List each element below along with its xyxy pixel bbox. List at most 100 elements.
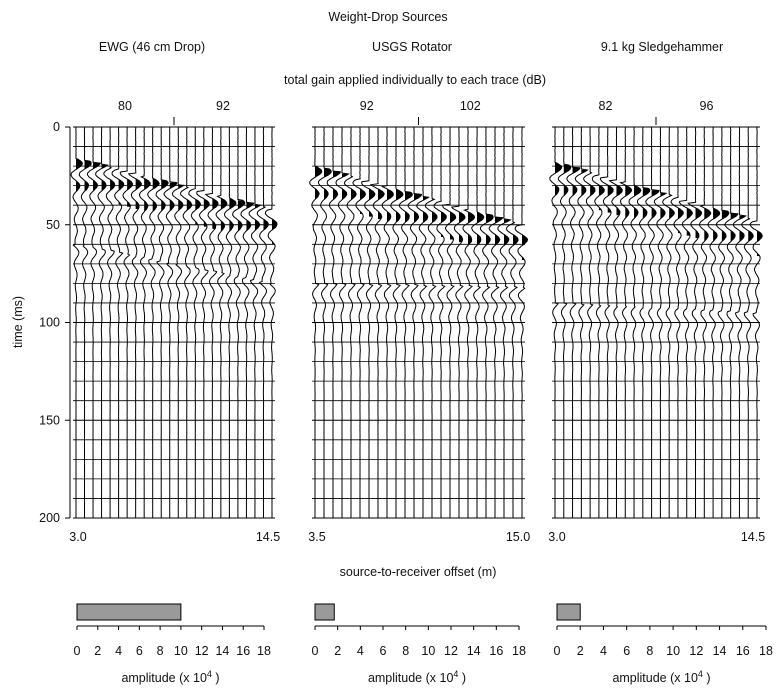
- trace-fill: [254, 204, 262, 240]
- amplitude-tick-label: 14: [713, 644, 727, 658]
- seismic-trace: [471, 126, 485, 519]
- amplitude-bar-chart-3: amplitude (x 104 ): [556, 603, 767, 685]
- seismic-trace: [488, 126, 504, 519]
- seismic-trace: [662, 126, 675, 519]
- panel-3-title: 9.1 kg Sledgehammer: [600, 40, 724, 54]
- seismic-trace: [645, 126, 660, 519]
- seismic-trace: [506, 126, 519, 519]
- offset-tick-label-near: 3.0: [69, 530, 86, 544]
- trace-fill: [739, 215, 746, 251]
- offset-tick-label-far: 14.5: [741, 530, 765, 544]
- trace-fill: [212, 193, 219, 229]
- seismic-trace: [707, 126, 721, 519]
- trace-fill: [396, 189, 403, 225]
- gain-label-near: 92: [360, 99, 374, 113]
- amplitude-tick-label: 4: [357, 644, 364, 658]
- trace-fill: [144, 175, 151, 212]
- seismic-trace: [127, 126, 142, 519]
- amplitude-tick-label: 18: [512, 644, 526, 658]
- offset-tick-label-far: 14.5: [256, 530, 280, 544]
- trace-fill: [423, 196, 430, 232]
- trace-fill: [642, 187, 650, 223]
- trace-fill: [432, 199, 438, 235]
- seismic-trace: [724, 126, 739, 519]
- seismic-trace: [479, 126, 494, 519]
- amplitude-tick-label: 12: [689, 644, 703, 658]
- seismic-trace: [732, 126, 748, 519]
- trace-fill: [555, 162, 562, 198]
- seismic-trace: [256, 126, 269, 519]
- seismic-trace: [111, 126, 125, 519]
- gain-label-near: 82: [599, 99, 613, 113]
- amplitude-tick-label: 16: [736, 644, 750, 658]
- trace-fill: [572, 167, 580, 203]
- seismic-trace: [628, 126, 642, 519]
- seismic-trace: [687, 126, 703, 519]
- seismic-trace: [441, 126, 457, 519]
- seismic-trace: [147, 126, 160, 519]
- seismic-trace: [514, 126, 529, 519]
- seismic-trace: [224, 126, 237, 518]
- trace-fill: [351, 176, 357, 212]
- amplitude-tick-label: 2: [577, 644, 584, 658]
- trace-fill: [563, 164, 571, 200]
- trace-fill: [513, 222, 519, 258]
- trace-fill: [459, 206, 466, 243]
- amplitude-tick-label: 16: [489, 644, 503, 658]
- amplitude-tick-label: 0: [312, 644, 319, 658]
- seismic-trace: [248, 126, 262, 519]
- trace-fill: [161, 180, 169, 216]
- seismic-trace: [119, 126, 134, 519]
- trace-fill: [651, 190, 660, 226]
- amplitude-bar: [314, 603, 335, 621]
- trace-fill: [581, 169, 588, 206]
- amplitude-tick-label: 8: [646, 644, 653, 658]
- trace-fill: [721, 210, 729, 246]
- trace-fill: [93, 162, 101, 198]
- trace-fill: [607, 177, 614, 213]
- amplitude-tick-label: 8: [157, 644, 164, 658]
- amplitude-tick-label: 14: [467, 644, 481, 658]
- trace-fill: [486, 214, 494, 250]
- trace-fill: [246, 202, 254, 238]
- seismic-trace: [240, 126, 255, 519]
- seismic-trace: [462, 126, 475, 519]
- trace-fill: [178, 184, 185, 220]
- trace-fill: [315, 166, 322, 202]
- trace-fill: [220, 195, 227, 232]
- trace-fill: [625, 182, 632, 218]
- amplitude-tick-label: 10: [421, 644, 435, 658]
- amplitude-bar: [556, 603, 581, 621]
- amplitude-tick-label: 10: [666, 644, 680, 658]
- trace-fill: [342, 173, 349, 209]
- gain-label-near: 80: [118, 99, 132, 113]
- seismic-trace: [741, 126, 754, 519]
- trace-fill: [76, 158, 83, 194]
- amplitude-tick-label: 2: [334, 644, 341, 658]
- trace-fill: [110, 167, 115, 203]
- trace-fill: [152, 178, 160, 214]
- seismic-trace: [407, 126, 423, 519]
- trace-fill: [324, 168, 332, 204]
- trace-fill: [405, 191, 413, 227]
- gain-label-far: 96: [700, 99, 714, 113]
- seismic-trace: [450, 126, 466, 519]
- gain-caption: total gain applied individually to each …: [284, 73, 546, 87]
- trace-fill: [169, 182, 177, 218]
- panel-2: [309, 117, 529, 519]
- gain-label-far: 92: [216, 99, 230, 113]
- seismic-trace: [70, 126, 83, 519]
- amplitude-tick-label: 4: [115, 644, 122, 658]
- amplitude-tick-label: 8: [402, 644, 409, 658]
- seismic-trace: [171, 126, 185, 519]
- trace-fill: [590, 172, 596, 208]
- seismic-trace: [591, 126, 605, 519]
- seismic-trace: [715, 126, 730, 519]
- trace-fill: [598, 174, 605, 211]
- offset-tick-label-near: 3.0: [548, 530, 565, 544]
- amplitude-tick-label: 18: [257, 644, 271, 658]
- amplitude-tick-label: 16: [236, 644, 250, 658]
- seismic-trace: [180, 126, 193, 519]
- seismic-trace: [390, 126, 404, 519]
- amplitude-tick-label: 4: [600, 644, 607, 658]
